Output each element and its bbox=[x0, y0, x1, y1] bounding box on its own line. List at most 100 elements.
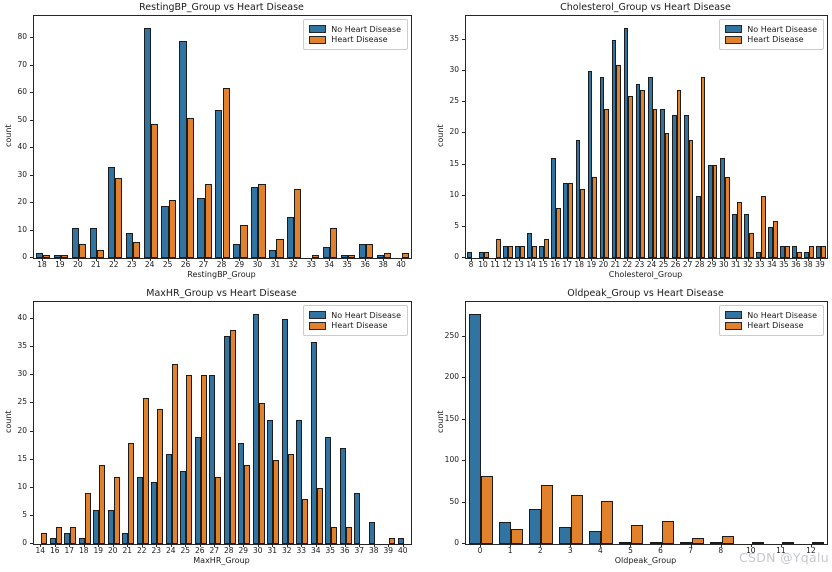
bar-heart-disease bbox=[273, 459, 280, 544]
bar-heart-disease bbox=[258, 403, 265, 544]
bar-no-heart-disease bbox=[125, 233, 133, 258]
x-tick-mark bbox=[771, 258, 773, 261]
bar-no-heart-disease bbox=[325, 437, 332, 544]
x-tick-label: 30 bbox=[252, 546, 263, 555]
x-tick-label: 35 bbox=[325, 546, 336, 555]
bar-no-heart-disease bbox=[296, 420, 303, 544]
bar-heart-disease bbox=[200, 375, 207, 544]
x-tick-mark bbox=[720, 544, 722, 547]
x-tick-label: 27 bbox=[682, 260, 693, 269]
y-tick-label: 25 bbox=[17, 397, 27, 407]
x-tick-label: 21 bbox=[122, 546, 133, 555]
bar-no-heart-disease bbox=[78, 538, 85, 544]
x-tick-label: 25 bbox=[162, 260, 173, 269]
y-tick-label: 40 bbox=[17, 142, 27, 152]
bar-no-heart-disease bbox=[165, 454, 172, 544]
bar-heart-disease bbox=[544, 239, 550, 258]
x-tick-mark bbox=[275, 258, 277, 261]
x-tick-label: 34 bbox=[767, 260, 777, 269]
y-tick-label: 100 bbox=[444, 455, 459, 465]
legend-swatch bbox=[725, 311, 743, 319]
x-tick-label: 19 bbox=[586, 260, 597, 269]
bar-no-heart-disease bbox=[251, 186, 259, 258]
x-axis-label: MaxHR_Group bbox=[193, 556, 250, 565]
x-axis-label: Oldpeak_Group bbox=[614, 556, 677, 565]
x-tick-mark bbox=[507, 258, 509, 261]
y-tick-mark bbox=[30, 147, 33, 149]
x-tick-mark bbox=[239, 258, 241, 261]
bar-no-heart-disease bbox=[179, 41, 187, 258]
bar-no-heart-disease bbox=[269, 249, 277, 258]
x-tick-label: 8 bbox=[718, 546, 724, 555]
bar-no-heart-disease bbox=[780, 245, 785, 258]
bar-no-heart-disease bbox=[223, 336, 230, 544]
plot-area: No Heart Disease Heart Disease bbox=[33, 15, 412, 259]
bar-heart-disease bbox=[402, 252, 410, 258]
bar-no-heart-disease bbox=[233, 244, 241, 258]
legend: No Heart Disease Heart Disease bbox=[303, 19, 408, 50]
bar-heart-disease bbox=[132, 241, 140, 258]
bar-heart-disease bbox=[508, 245, 513, 258]
y-tick-label: 50 bbox=[449, 496, 459, 506]
x-tick-mark bbox=[795, 258, 797, 261]
x-tick-label: 20 bbox=[107, 546, 118, 555]
x-tick-mark bbox=[675, 258, 677, 261]
x-tick-label: 38 bbox=[803, 260, 813, 269]
x-tick-mark bbox=[807, 258, 809, 261]
legend-swatch bbox=[309, 321, 327, 330]
x-tick-label: 24 bbox=[646, 260, 657, 269]
bar-no-heart-disease bbox=[323, 247, 331, 258]
x-tick-mark bbox=[570, 544, 572, 547]
y-tick-mark bbox=[462, 335, 465, 337]
x-tick-mark bbox=[687, 258, 689, 261]
bar-no-heart-disease bbox=[611, 39, 617, 258]
bar-no-heart-disease bbox=[515, 245, 521, 258]
x-tick-label: 37 bbox=[354, 546, 365, 555]
bar-no-heart-disease bbox=[467, 251, 473, 258]
bar-no-heart-disease bbox=[339, 448, 346, 544]
x-tick-label: 7 bbox=[688, 546, 694, 555]
y-tick-label: 10 bbox=[17, 481, 27, 491]
y-tick-mark bbox=[462, 194, 465, 196]
bar-no-heart-disease bbox=[64, 532, 71, 544]
legend-label: Heart Disease bbox=[331, 321, 388, 330]
bar-no-heart-disease bbox=[368, 521, 375, 544]
legend-label: Heart Disease bbox=[331, 35, 388, 44]
y-tick-mark bbox=[462, 225, 465, 227]
bar-heart-disease bbox=[520, 245, 525, 258]
x-tick-label: 38 bbox=[378, 260, 388, 269]
y-axis-label: count bbox=[436, 410, 445, 434]
legend-swatch bbox=[725, 321, 743, 330]
y-tick-mark bbox=[462, 38, 465, 40]
x-tick-mark bbox=[127, 544, 129, 547]
bar-no-heart-disease bbox=[649, 541, 662, 544]
bar-heart-disease bbox=[721, 535, 734, 544]
bar-no-heart-disease bbox=[529, 509, 542, 544]
x-tick-mark bbox=[185, 258, 187, 261]
legend: No Heart Disease Heart Disease bbox=[303, 305, 408, 336]
bar-heart-disease bbox=[41, 532, 48, 544]
y-tick-mark bbox=[30, 37, 33, 39]
y-tick-label: 5 bbox=[22, 509, 27, 519]
subplot-maxhr-vs-heart-disease: MaxHR_Group vs Heart Disease No Heart Dis… bbox=[0, 286, 416, 572]
bar-heart-disease bbox=[532, 245, 537, 258]
x-tick-mark bbox=[149, 258, 151, 261]
bar-heart-disease bbox=[389, 538, 396, 544]
bar-no-heart-disease bbox=[197, 197, 205, 258]
x-tick-label: 26 bbox=[180, 260, 191, 269]
x-tick-mark bbox=[286, 544, 288, 547]
x-tick-label: 6 bbox=[658, 546, 663, 555]
bar-heart-disease bbox=[70, 527, 77, 544]
bar-no-heart-disease bbox=[589, 530, 602, 544]
bar-heart-disease bbox=[128, 442, 135, 544]
bar-no-heart-disease bbox=[136, 476, 143, 544]
bar-heart-disease bbox=[481, 476, 494, 544]
legend: No Heart Disease Heart Disease bbox=[719, 305, 824, 336]
legend-item: No Heart Disease bbox=[309, 311, 401, 320]
chart-title: RestingBP_Group vs Heart Disease bbox=[139, 2, 304, 13]
x-tick-label: 39 bbox=[383, 546, 394, 555]
bar-no-heart-disease bbox=[551, 158, 557, 258]
x-tick-label: 31 bbox=[270, 260, 281, 269]
x-tick-mark bbox=[660, 544, 662, 547]
x-tick-mark bbox=[373, 544, 375, 547]
